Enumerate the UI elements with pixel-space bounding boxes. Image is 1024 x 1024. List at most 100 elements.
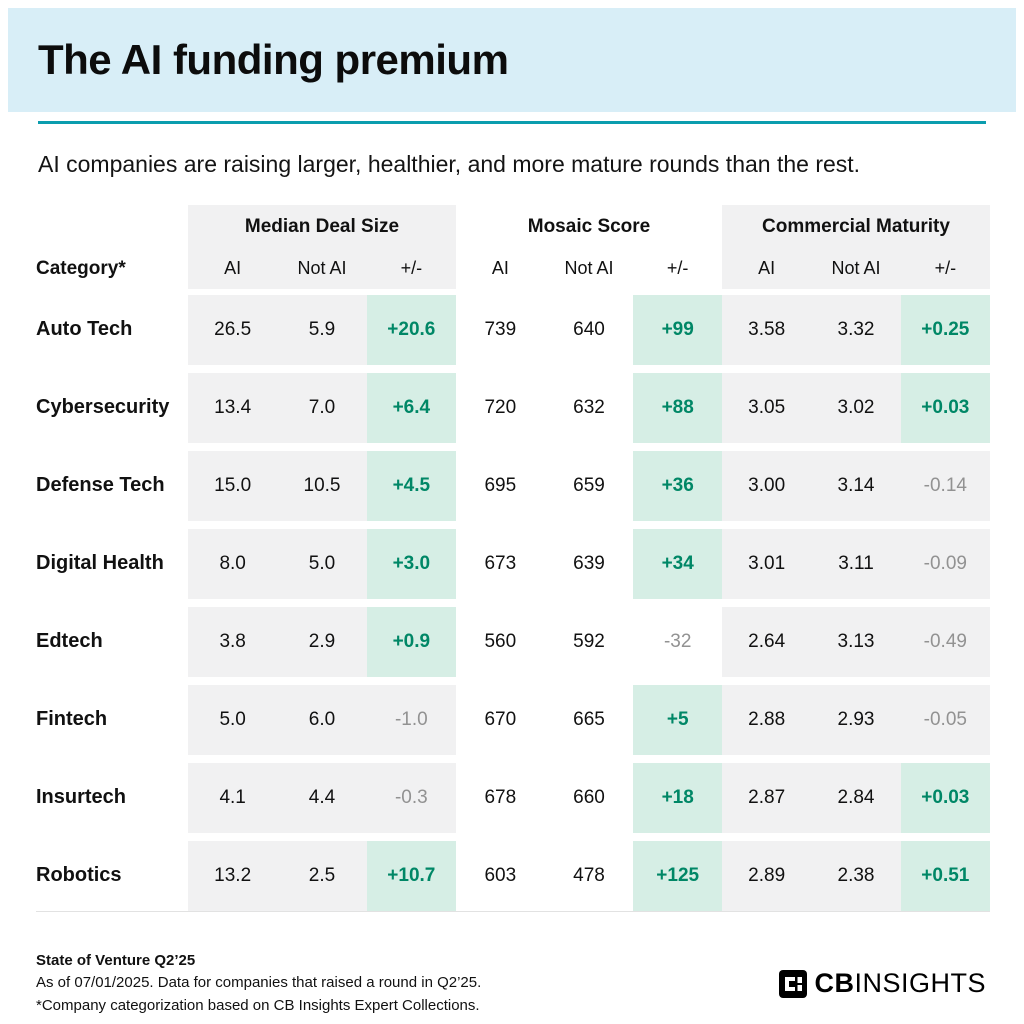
delta-cell: +4.5 [366,450,456,521]
mosaic-score-group: 603 478 +125 [456,840,723,911]
col-header-not-ai: Not AI [297,258,347,279]
commercial-maturity-group: 3.58 3.32 +0.25 [722,294,990,365]
mosaic-score-group: 695 659 +36 [456,450,723,521]
ai-value-cell: 2.87 [748,786,786,808]
delta-cell: +10.7 [366,840,456,911]
commercial-maturity-group: 3.01 3.11 -0.09 [722,528,990,599]
ai-value-cell: 3.00 [748,474,786,496]
table-row: Edtech 3.8 2.9 +0.9 560 592 -32 2.64 3.13 -0.49 [36,606,990,677]
delta-cell: +5 [633,684,723,755]
median-deal-size-column-headers: AI Not AI +/- [188,248,456,289]
ai-value-cell: 678 [484,786,517,808]
footnote-asof: As of 07/01/2025. Data for companies tha… [36,974,482,992]
ai-value-cell: 720 [484,396,517,418]
not-ai-value-cell: 592 [573,630,605,652]
delta-cell: +34 [633,528,723,599]
ai-value-cell: 739 [484,318,517,340]
col-header-ai: AI [758,258,776,279]
table-row: Auto Tech 26.5 5.9 +20.6 739 640 +99 3.58 3.32 +0… [36,294,990,365]
median-deal-size-group: 3.8 2.9 +0.9 [188,606,456,677]
table-row: Defense Tech 15.0 10.5 +4.5 695 659 +36 3.00 3.1… [36,450,990,521]
median-deal-size-group: 8.0 5.0 +3.0 [188,528,456,599]
mosaic-score-group: 678 660 +18 [456,762,723,833]
not-ai-value-cell: 2.38 [837,864,875,886]
ai-value-cell: 15.0 [214,474,252,496]
ai-value-cell: 26.5 [214,318,252,340]
ai-value-cell: 3.05 [748,396,786,418]
delta-cell: -0.3 [394,786,428,808]
delta-cell: -0.09 [923,552,967,574]
subtitle: AI companies are raising larger, healthi… [38,151,861,177]
not-ai-value-cell: 5.9 [308,318,336,340]
row-category: Edtech [36,630,103,653]
delta-cell: +125 [633,840,723,911]
commercial-maturity-column-headers: AI Not AI +/- [722,248,990,289]
group-header-median-deal-size: Median Deal Size [188,204,456,249]
delta-cell: +0.9 [366,606,456,677]
median-deal-size-group: 4.1 4.4 -0.3 [188,762,456,833]
group-header-row: Median Deal Size Mosaic Score Commercial… [36,204,990,249]
ai-value-cell: 695 [484,474,517,496]
table-bottom-divider [36,910,990,912]
column-header-row: Category* AI Not AI +/- AI Not AI +/- AI… [36,248,990,289]
not-ai-value-cell: 632 [573,396,605,418]
not-ai-value-cell: 639 [573,552,605,574]
ai-value-cell: 13.2 [214,864,252,886]
delta-cell: +99 [633,294,723,365]
delta-cell: +0.51 [900,840,990,911]
commercial-maturity-group: 3.00 3.14 -0.14 [722,450,990,521]
table-row: Robotics 13.2 2.5 +10.7 603 478 +125 2.89 2.38 +0… [36,840,990,911]
title-underline [38,121,986,124]
delta-cell: -32 [663,630,692,652]
col-header-delta: +/- [934,258,957,279]
data-table: Median Deal Size Mosaic Score Commercial… [36,204,990,911]
not-ai-value-cell: 5.0 [308,552,336,574]
not-ai-value-cell: 3.32 [837,318,875,340]
row-category: Cybersecurity [36,396,170,419]
commercial-maturity-group: 2.87 2.84 +0.03 [722,762,990,833]
not-ai-value-cell: 6.0 [308,708,336,730]
ai-value-cell: 3.01 [748,552,786,574]
table-body: Auto Tech 26.5 5.9 +20.6 739 640 +99 3.58 3.32 +0… [36,294,990,911]
commercial-maturity-group: 2.89 2.38 +0.51 [722,840,990,911]
commercial-maturity-group: 2.64 3.13 -0.49 [722,606,990,677]
ai-value-cell: 3.8 [219,630,246,652]
table-row: Cybersecurity 13.4 7.0 +6.4 720 632 +88 3.05 3.0… [36,372,990,443]
not-ai-value-cell: 665 [573,708,605,730]
median-deal-size-group: 5.0 6.0 -1.0 [188,684,456,755]
delta-cell: -0.49 [923,630,967,652]
row-category: Defense Tech [36,474,165,497]
not-ai-value-cell: 10.5 [303,474,341,496]
median-deal-size-group: 13.2 2.5 +10.7 [188,840,456,911]
ai-value-cell: 5.0 [219,708,246,730]
ai-value-cell: 670 [484,708,517,730]
not-ai-value-cell: 3.02 [837,396,875,418]
ai-value-cell: 603 [484,864,517,886]
header-spacer [36,205,188,249]
delta-cell: +0.03 [900,762,990,833]
footnote-source: State of Venture Q2’25 [36,951,196,969]
table-row: Insurtech 4.1 4.4 -0.3 678 660 +18 2.87 2.84 +0.0… [36,762,990,833]
delta-cell: +0.03 [900,372,990,443]
ai-value-cell: 673 [484,552,517,574]
footer: State of Venture Q2’25 As of 07/01/2025.… [36,950,986,1018]
col-header-not-ai: Not AI [831,258,881,279]
col-header-ai: AI [224,258,242,279]
col-header-delta: +/- [666,258,689,279]
commercial-maturity-group: 2.88 2.93 -0.05 [722,684,990,755]
cbinsights-logo-text: CBINSIGHTS [814,968,986,998]
delta-cell: -0.05 [923,708,967,730]
ai-value-cell: 8.0 [219,552,246,574]
footnote-categorization: *Company categorization based on CB Insi… [36,996,480,1014]
ai-value-cell: 13.4 [214,396,252,418]
ai-value-cell: 560 [484,630,517,652]
row-category: Fintech [36,708,108,731]
delta-cell: -1.0 [394,708,428,730]
ai-value-cell: 2.88 [748,708,786,730]
group-header-commercial-maturity: Commercial Maturity [722,204,990,249]
commercial-maturity-group: 3.05 3.02 +0.03 [722,372,990,443]
delta-cell: +36 [633,450,723,521]
footnotes: State of Venture Q2’25 As of 07/01/2025.… [36,950,481,1018]
not-ai-value-cell: 3.14 [837,474,875,496]
ai-value-cell: 3.58 [748,318,786,340]
